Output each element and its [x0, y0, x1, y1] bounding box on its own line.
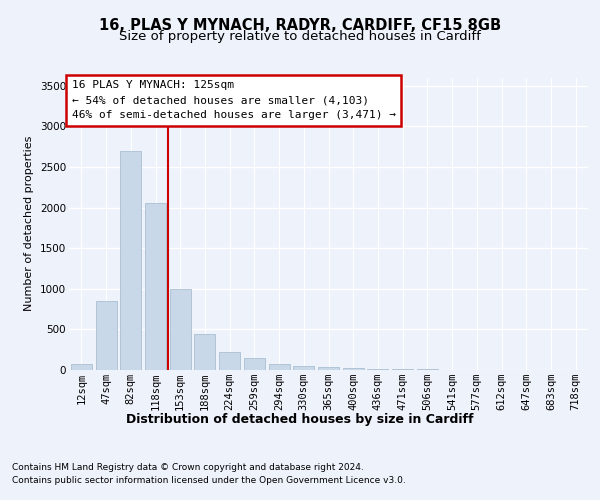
- Bar: [120, 150, 141, 370]
- Bar: [95, 301, 116, 370]
- Text: Size of property relative to detached houses in Cardiff: Size of property relative to detached ho…: [119, 30, 481, 43]
- Bar: [244, 358, 265, 370]
- Bar: [219, 352, 240, 370]
- Bar: [170, 289, 191, 370]
- Text: 16 PLAS Y MYNACH: 125sqm
← 54% of detached houses are smaller (4,103)
46% of sem: 16 PLAS Y MYNACH: 125sqm ← 54% of detach…: [71, 80, 395, 120]
- Bar: [145, 204, 166, 370]
- Bar: [71, 364, 92, 370]
- Text: Contains public sector information licensed under the Open Government Licence v3: Contains public sector information licen…: [12, 476, 406, 485]
- Bar: [269, 364, 290, 370]
- Bar: [194, 334, 215, 370]
- Text: Distribution of detached houses by size in Cardiff: Distribution of detached houses by size …: [126, 412, 474, 426]
- Bar: [392, 369, 413, 370]
- Bar: [318, 367, 339, 370]
- Bar: [367, 369, 388, 370]
- Bar: [343, 368, 364, 370]
- Text: 16, PLAS Y MYNACH, RADYR, CARDIFF, CF15 8GB: 16, PLAS Y MYNACH, RADYR, CARDIFF, CF15 …: [99, 18, 501, 32]
- Text: Contains HM Land Registry data © Crown copyright and database right 2024.: Contains HM Land Registry data © Crown c…: [12, 462, 364, 471]
- Bar: [293, 366, 314, 370]
- Y-axis label: Number of detached properties: Number of detached properties: [25, 136, 34, 312]
